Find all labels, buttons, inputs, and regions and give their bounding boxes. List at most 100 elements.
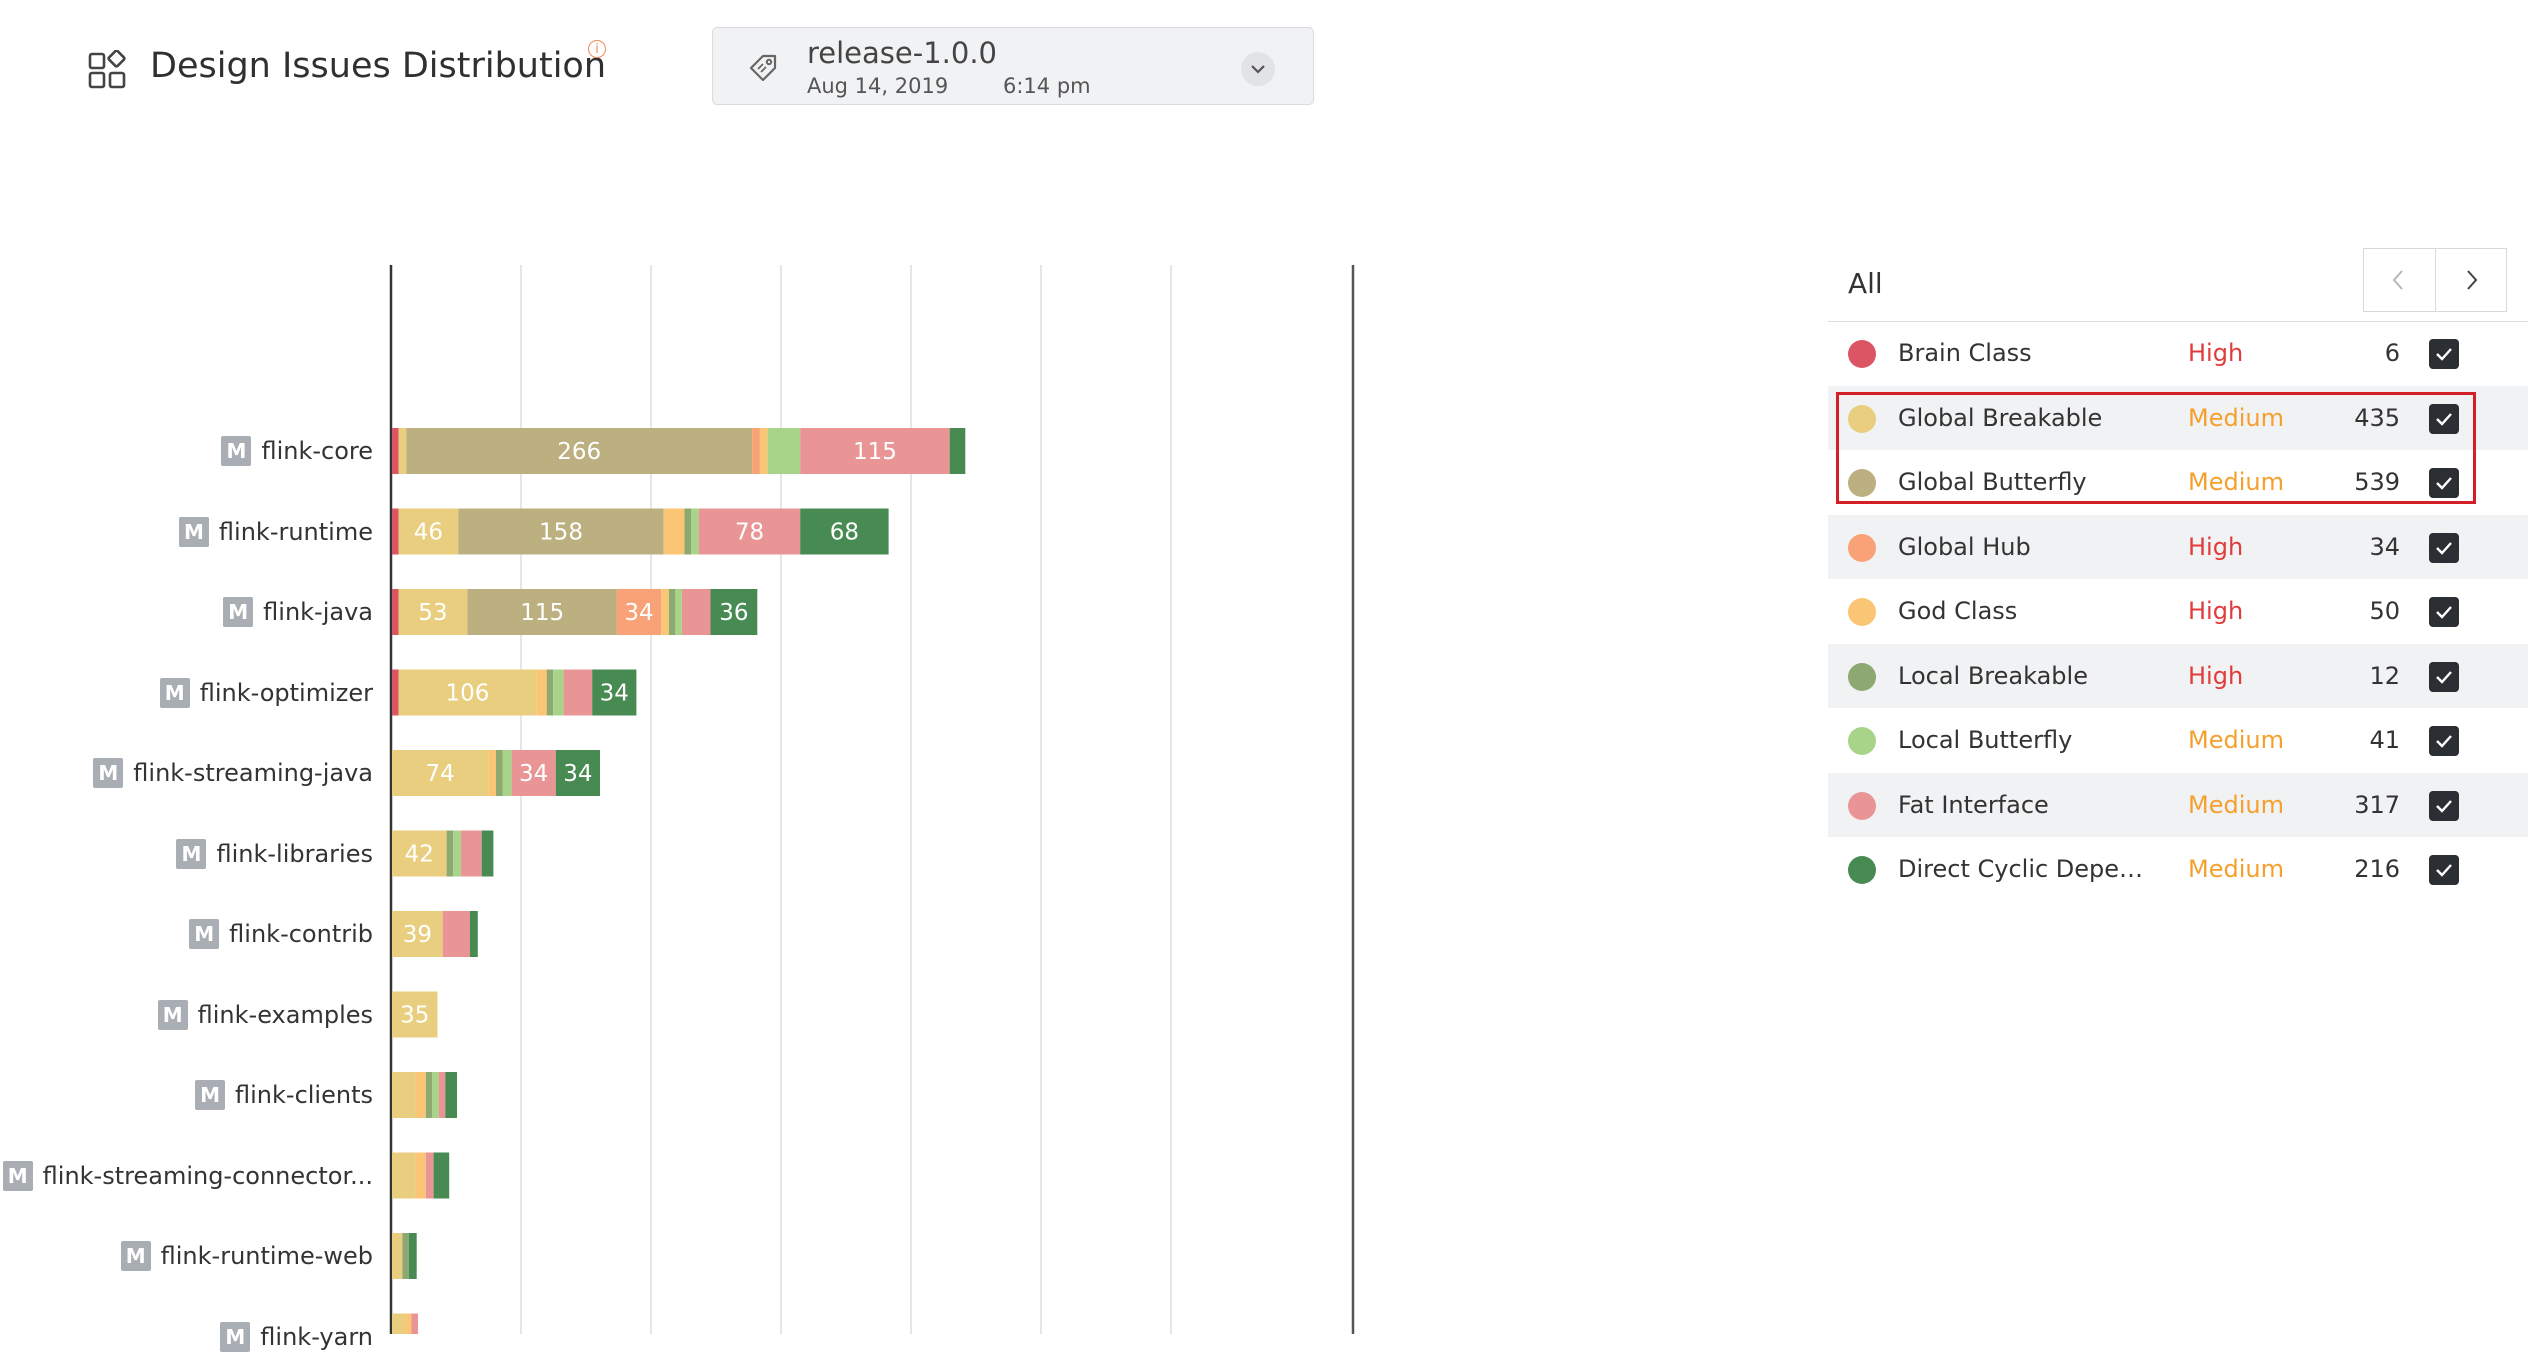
bar-data-label: 106 <box>445 681 489 707</box>
bar-segment <box>546 669 554 716</box>
issues-chart: 266 115 46 158 78 68 53 115 34 36 106 34 74 34 34 42 39 3… <box>0 265 1745 1352</box>
check-icon <box>2436 348 2452 361</box>
stacked-bar-chart: 266 115 46 158 78 68 53 115 34 36 106 34 74 34 34 42 39 3… <box>389 265 1355 1334</box>
issue-count: 41 <box>2369 726 2400 754</box>
issue-name: Local Breakable <box>1898 661 2088 690</box>
apps-grid-icon <box>88 50 126 89</box>
bar-segment <box>710 589 758 635</box>
series-checkbox[interactable] <box>2429 403 2459 434</box>
series-checkbox[interactable] <box>2429 468 2459 498</box>
bar-segment <box>488 750 496 796</box>
release-selector[interactable]: release-1.0.0 Aug 14, 2019 6:14 pm <box>712 27 1314 105</box>
series-color-dot <box>1848 727 1876 755</box>
severity-label: Medium <box>2188 726 2284 754</box>
next-page-button[interactable] <box>2436 249 2507 311</box>
legend-row[interactable]: Global Hub High 34 <box>1828 514 2528 579</box>
module-name: flink-runtime <box>218 517 373 546</box>
release-dropdown-button[interactable] <box>1241 52 1275 86</box>
series-color-dot <box>1848 598 1876 626</box>
legend-row[interactable]: Local Breakable High 12 <box>1828 643 2528 708</box>
bar-data-label: 36 <box>719 600 748 626</box>
module-name: flink-streaming-java <box>133 759 373 787</box>
bar-segment <box>392 1072 416 1118</box>
series-checkbox[interactable] <box>2429 532 2459 563</box>
legend-pager <box>2363 248 2507 312</box>
bar-segment <box>460 830 482 877</box>
issue-count: 539 <box>2354 468 2400 496</box>
series-color-dot <box>1848 469 1876 497</box>
legend-row[interactable]: Global Butterfly Medium 539 <box>1828 450 2528 514</box>
bar-segment <box>415 1072 426 1118</box>
bar-segment <box>691 508 699 555</box>
legend-row[interactable]: God Class High 50 <box>1828 579 2528 643</box>
module-badge: M <box>223 597 254 627</box>
bar-data-label: 115 <box>853 439 897 465</box>
series-checkbox[interactable] <box>2429 661 2459 692</box>
check-icon <box>2436 670 2452 684</box>
issue-name: God Class <box>1898 597 2018 625</box>
module-name: flink-contrib <box>229 920 373 948</box>
series-color-dot <box>1848 856 1876 884</box>
bar-segment <box>681 589 711 635</box>
series-checkbox[interactable] <box>2429 855 2459 885</box>
bar-segment <box>438 1072 446 1118</box>
bar-segment <box>445 1072 457 1118</box>
module-badge: M <box>221 436 252 466</box>
legend-row[interactable]: Brain Class High 6 <box>1828 321 2528 385</box>
severity-label: High <box>2188 597 2244 625</box>
series-checkbox[interactable] <box>2429 597 2459 627</box>
bar-segment <box>496 750 503 796</box>
bar-segment <box>398 589 468 635</box>
info-icon[interactable]: i <box>588 40 606 58</box>
legend-row[interactable]: Global Breakable Medium 435 <box>1828 385 2528 450</box>
bar-data-label: 39 <box>403 922 432 948</box>
bar-segment <box>759 428 768 474</box>
issue-count: 435 <box>2354 403 2400 432</box>
module-name: flink-streaming-connector... <box>42 1161 373 1190</box>
legend-row[interactable]: Local Butterfly Medium 41 <box>1828 708 2528 772</box>
module-badge: M <box>157 999 188 1030</box>
issue-name: Global Hub <box>1898 532 2031 561</box>
prev-page-button[interactable] <box>2364 249 2436 311</box>
module-name: flink-clients <box>235 1081 373 1109</box>
series-color-dot <box>1848 791 1876 820</box>
bar-segment <box>555 750 600 796</box>
issue-name: Global Butterfly <box>1898 468 2087 496</box>
bar-segment <box>684 508 691 555</box>
legend-filter-all[interactable]: All <box>1848 267 1883 300</box>
release-date: Aug 14, 2019 <box>807 74 949 98</box>
series-checkbox[interactable] <box>2429 339 2459 369</box>
module-name: flink-java <box>263 598 373 626</box>
legend-row[interactable]: Fat Interface Medium 317 <box>1828 772 2528 837</box>
module-name: flink-runtime-web <box>160 1242 373 1270</box>
check-icon <box>2436 412 2452 426</box>
bar-data-label: 158 <box>539 520 583 546</box>
bar-segment <box>663 508 685 555</box>
bar-segment <box>425 1072 433 1118</box>
module-badge: M <box>159 677 190 708</box>
bar-segment <box>592 669 637 716</box>
module-badge: M <box>120 1241 151 1271</box>
issue-count: 34 <box>2369 532 2400 561</box>
series-checkbox[interactable] <box>2429 726 2459 756</box>
bar-segment <box>392 1313 405 1334</box>
series-checkbox[interactable] <box>2429 790 2459 821</box>
bar-segment <box>675 589 682 635</box>
bar-segment <box>458 508 664 555</box>
legend-row[interactable]: Direct Cyclic Depe… Medium 216 <box>1828 837 2528 901</box>
bar-segment <box>392 911 443 957</box>
bar-segment <box>502 750 512 796</box>
bar-segment <box>415 1152 426 1199</box>
